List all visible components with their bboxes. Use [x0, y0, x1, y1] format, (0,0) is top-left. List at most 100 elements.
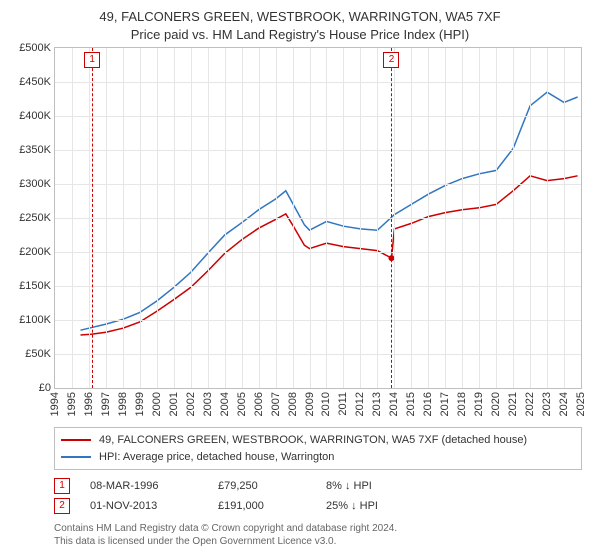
x-tick-label: 2002: [185, 392, 197, 416]
gridline-vertical: [89, 48, 90, 388]
gridline-horizontal: [55, 116, 581, 117]
footer-line-2: This data is licensed under the Open Gov…: [54, 535, 582, 548]
y-tick-label: £250K: [19, 212, 51, 224]
gridline-vertical: [276, 48, 277, 388]
gridline-vertical: [377, 48, 378, 388]
x-tick-label: 1999: [134, 392, 146, 416]
y-tick-label: £350K: [19, 144, 51, 156]
legend-row: HPI: Average price, detached house, Warr…: [61, 449, 575, 466]
x-tick-label: 2010: [320, 392, 332, 416]
legend-label: 49, FALCONERS GREEN, WESTBROOK, WARRINGT…: [99, 432, 527, 449]
event-marker-badge: 2: [383, 52, 399, 68]
x-tick-label: 2000: [151, 392, 163, 416]
x-tick-label: 1994: [49, 392, 61, 416]
gridline-vertical: [547, 48, 548, 388]
y-tick-label: £200K: [19, 246, 51, 258]
y-tick-label: £450K: [19, 76, 51, 88]
event-row: 2 01-NOV-2013 £191,000 25% ↓ HPI: [54, 496, 582, 516]
gridline-horizontal: [55, 184, 581, 185]
x-tick-label: 2024: [558, 392, 570, 416]
x-tick-label: 1995: [66, 392, 78, 416]
series-line-price_paid: [81, 176, 578, 335]
y-tick-label: £400K: [19, 110, 51, 122]
legend-label: HPI: Average price, detached house, Warr…: [99, 449, 334, 466]
series-line-hpi: [81, 92, 578, 330]
x-tick-label: 2007: [270, 392, 282, 416]
gridline-vertical: [157, 48, 158, 388]
gridline-vertical: [293, 48, 294, 388]
x-tick-label: 2016: [422, 392, 434, 416]
title-line-2: Price paid vs. HM Land Registry's House …: [10, 26, 590, 44]
x-tick-label: 2012: [354, 392, 366, 416]
x-tick-label: 1998: [117, 392, 129, 416]
x-tick-label: 1996: [83, 392, 95, 416]
x-tick-label: 2022: [524, 392, 536, 416]
x-tick-label: 2025: [575, 392, 587, 416]
gridline-horizontal: [55, 82, 581, 83]
x-tick-label: 2017: [439, 392, 451, 416]
gridline-vertical: [411, 48, 412, 388]
x-tick-label: 2013: [371, 392, 383, 416]
legend-swatch: [61, 456, 91, 458]
event-price: £79,250: [218, 480, 318, 492]
gridline-vertical: [462, 48, 463, 388]
gridline-vertical: [479, 48, 480, 388]
gridline-vertical: [310, 48, 311, 388]
x-tick-label: 2004: [219, 392, 231, 416]
gridline-vertical: [259, 48, 260, 388]
footer: Contains HM Land Registry data © Crown c…: [54, 522, 582, 548]
event-marker-line: [92, 48, 93, 388]
x-tick-label: 2006: [253, 392, 265, 416]
event-delta: 25% ↓ HPI: [326, 500, 466, 512]
x-tick-label: 2018: [456, 392, 468, 416]
x-tick-label: 2020: [490, 392, 502, 416]
x-tick-label: 2019: [473, 392, 485, 416]
event-date: 01-NOV-2013: [90, 500, 210, 512]
gridline-vertical: [140, 48, 141, 388]
below-chart: 49, FALCONERS GREEN, WESTBROOK, WARRINGT…: [54, 427, 582, 548]
x-tick-label: 2009: [304, 392, 316, 416]
x-tick-label: 1997: [100, 392, 112, 416]
gridline-vertical: [564, 48, 565, 388]
x-tick-label: 2005: [236, 392, 248, 416]
gridline-vertical: [428, 48, 429, 388]
gridline-horizontal: [55, 354, 581, 355]
gridline-vertical: [225, 48, 226, 388]
gridline-vertical: [343, 48, 344, 388]
chart-area: £0£50K£100K£150K£200K£250K£300K£350K£400…: [54, 47, 582, 389]
gridline-vertical: [394, 48, 395, 388]
gridline-vertical: [360, 48, 361, 388]
events-table: 108-MAR-1996£79,2508% ↓ HPI201-NOV-2013£…: [54, 476, 582, 516]
gridline-vertical: [496, 48, 497, 388]
x-tick-label: 2011: [337, 392, 349, 416]
gridline-horizontal: [55, 218, 581, 219]
gridline-vertical: [208, 48, 209, 388]
x-tick-label: 2003: [202, 392, 214, 416]
gridline-vertical: [242, 48, 243, 388]
gridline-horizontal: [55, 286, 581, 287]
gridline-vertical: [72, 48, 73, 388]
event-marker-badge: 1: [84, 52, 100, 68]
y-tick-label: £300K: [19, 178, 51, 190]
gridline-horizontal: [55, 252, 581, 253]
legend-row: 49, FALCONERS GREEN, WESTBROOK, WARRINGT…: [61, 432, 575, 449]
gridline-vertical: [530, 48, 531, 388]
event-row: 108-MAR-1996£79,2508% ↓ HPI: [54, 476, 582, 496]
gridline-vertical: [513, 48, 514, 388]
event-badge: 2: [54, 498, 70, 514]
legend-box: 49, FALCONERS GREEN, WESTBROOK, WARRINGT…: [54, 427, 582, 470]
event-delta: 8% ↓ HPI: [326, 480, 466, 492]
gridline-horizontal: [55, 320, 581, 321]
event-price: £191,000: [218, 500, 318, 512]
y-tick-label: £100K: [19, 314, 51, 326]
figure-root: 49, FALCONERS GREEN, WESTBROOK, WARRINGT…: [0, 0, 600, 560]
y-tick-label: £150K: [19, 280, 51, 292]
event-badge: 1: [54, 478, 70, 494]
x-tick-label: 2021: [507, 392, 519, 416]
title-line-1: 49, FALCONERS GREEN, WESTBROOK, WARRINGT…: [10, 8, 590, 26]
y-tick-label: £50K: [25, 348, 51, 360]
gridline-vertical: [326, 48, 327, 388]
y-tick-label: £500K: [19, 42, 51, 54]
gridline-horizontal: [55, 150, 581, 151]
legend-swatch: [61, 439, 91, 441]
